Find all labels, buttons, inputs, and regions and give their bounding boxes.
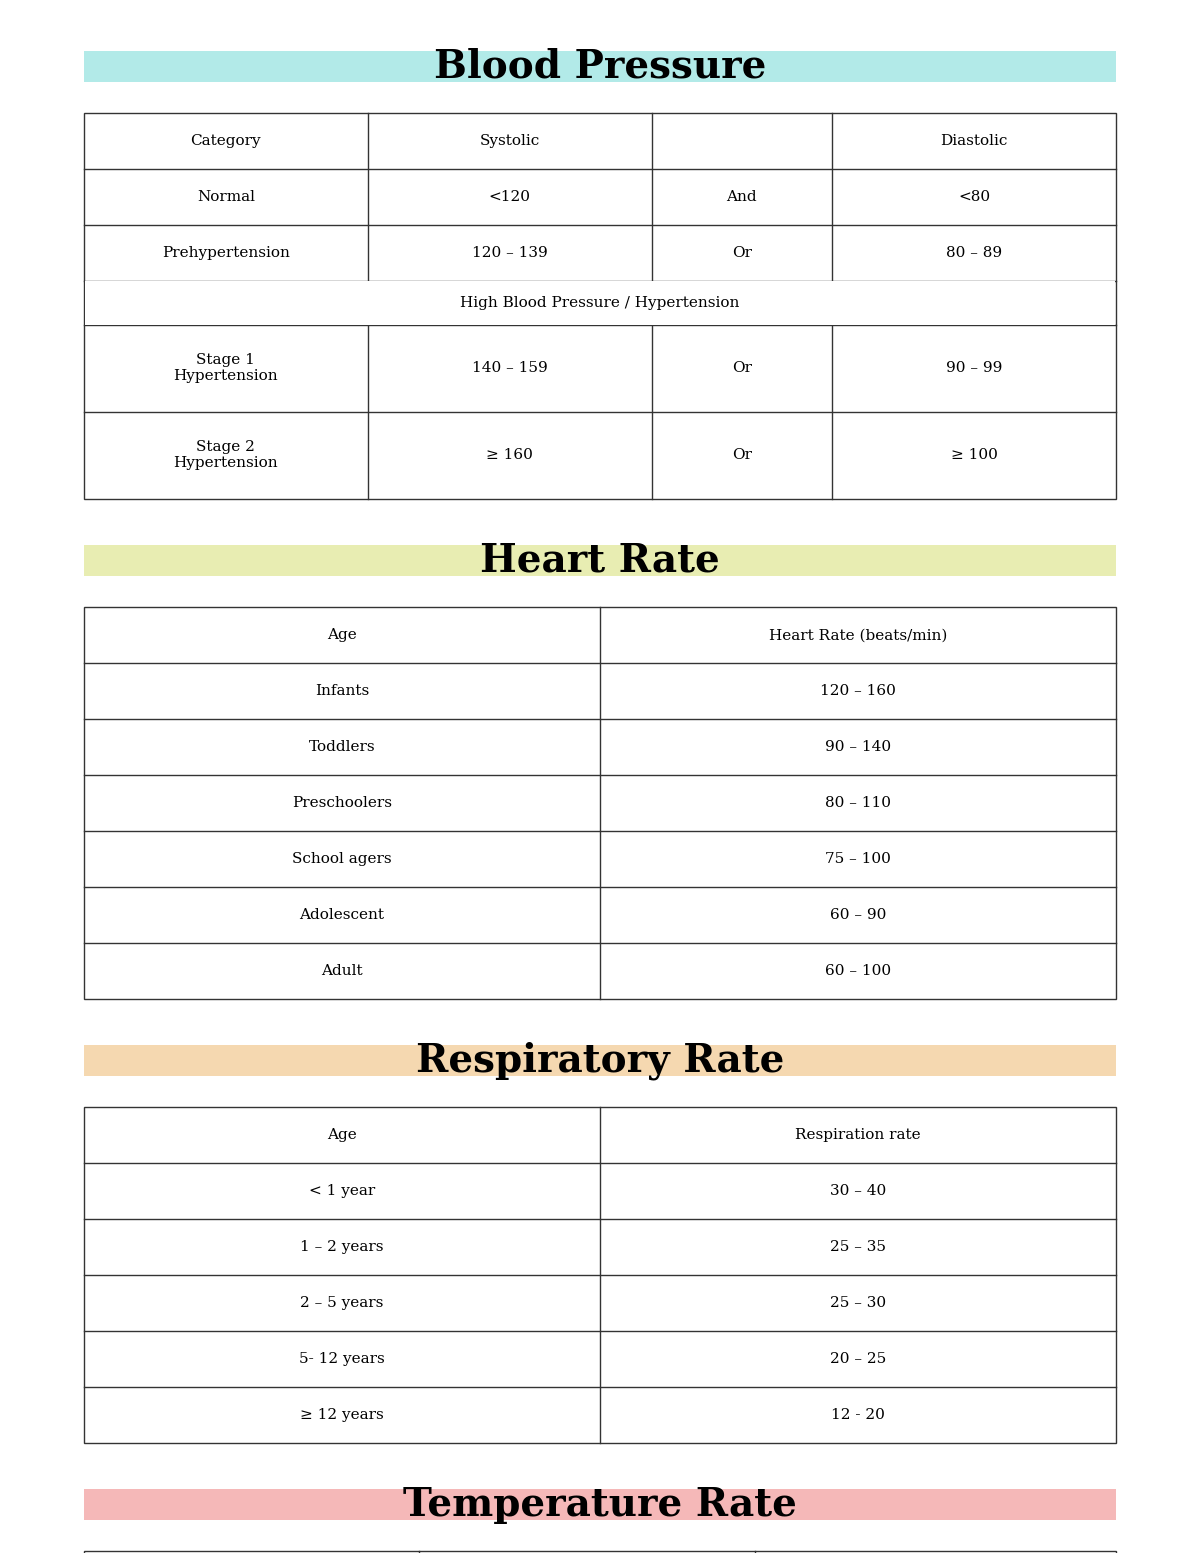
Text: 140 – 159: 140 – 159 (472, 360, 547, 376)
Text: 90 – 140: 90 – 140 (824, 739, 892, 755)
Text: 80 – 110: 80 – 110 (826, 795, 892, 811)
Text: Stage 2
Hypertension: Stage 2 Hypertension (174, 439, 278, 471)
Text: 120 – 160: 120 – 160 (820, 683, 896, 699)
Text: ≥ 12 years: ≥ 12 years (300, 1407, 384, 1423)
Text: 60 – 100: 60 – 100 (824, 963, 892, 978)
Text: Heart Rate (beats/min): Heart Rate (beats/min) (769, 627, 947, 643)
Text: Category: Category (191, 134, 262, 149)
Bar (84, 545, 1116, 576)
Text: 12 - 20: 12 - 20 (832, 1407, 884, 1423)
Text: 5- 12 years: 5- 12 years (299, 1351, 385, 1367)
Text: Prehypertension: Prehypertension (162, 245, 290, 261)
Text: Normal: Normal (197, 189, 254, 205)
Text: Toddlers: Toddlers (308, 739, 376, 755)
Text: Adult: Adult (322, 963, 362, 978)
Text: Temperature Rate: Temperature Rate (403, 1486, 797, 1523)
Text: <80: <80 (958, 189, 990, 205)
Text: 20 – 25: 20 – 25 (830, 1351, 886, 1367)
Text: Adolescent: Adolescent (300, 907, 384, 922)
Text: Preschoolers: Preschoolers (292, 795, 392, 811)
Text: Diastolic: Diastolic (941, 134, 1008, 149)
Text: Infants: Infants (314, 683, 370, 699)
Text: School agers: School agers (292, 851, 392, 867)
Text: 25 – 35: 25 – 35 (830, 1239, 886, 1255)
Text: < 1 year: < 1 year (308, 1183, 376, 1199)
Text: 30 – 40: 30 – 40 (830, 1183, 886, 1199)
Bar (84, 1107, 1116, 1443)
Text: And: And (726, 189, 757, 205)
Bar (84, 113, 1116, 499)
Text: 25 – 30: 25 – 30 (830, 1295, 886, 1311)
Text: Or: Or (732, 245, 752, 261)
Text: Age: Age (328, 627, 356, 643)
Bar (84, 607, 1116, 999)
Text: ≥ 100: ≥ 100 (950, 447, 997, 463)
Text: Or: Or (732, 360, 752, 376)
Text: Systolic: Systolic (480, 134, 540, 149)
Text: Blood Pressure: Blood Pressure (434, 48, 766, 85)
Text: Heart Rate: Heart Rate (480, 542, 720, 579)
Text: Respiration rate: Respiration rate (796, 1127, 920, 1143)
Text: ≥ 160: ≥ 160 (486, 447, 533, 463)
Text: 90 – 99: 90 – 99 (946, 360, 1002, 376)
Text: 80 – 89: 80 – 89 (946, 245, 1002, 261)
Text: Respiratory Rate: Respiratory Rate (416, 1042, 784, 1079)
Text: 2 – 5 years: 2 – 5 years (300, 1295, 384, 1311)
Bar (84, 1489, 1116, 1520)
Text: Stage 1
Hypertension: Stage 1 Hypertension (174, 353, 278, 384)
Text: <120: <120 (488, 189, 530, 205)
Text: 120 – 139: 120 – 139 (472, 245, 547, 261)
Text: 1 – 2 years: 1 – 2 years (300, 1239, 384, 1255)
Bar (84, 51, 1116, 82)
Text: 60 – 90: 60 – 90 (830, 907, 886, 922)
Text: Or: Or (732, 447, 752, 463)
Text: 75 – 100: 75 – 100 (826, 851, 890, 867)
Text: High Blood Pressure / Hypertension: High Blood Pressure / Hypertension (461, 295, 739, 311)
Text: Age: Age (328, 1127, 356, 1143)
Bar (85, 281, 1115, 325)
Bar (84, 1045, 1116, 1076)
